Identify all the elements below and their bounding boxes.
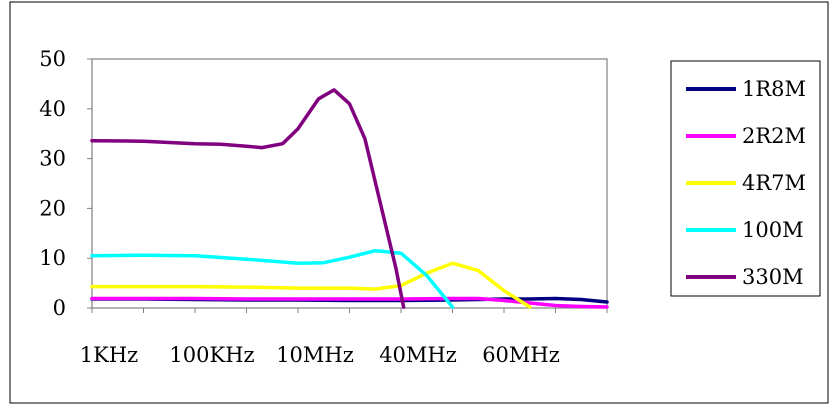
series-layer [90,88,609,309]
legend-box [670,60,821,297]
y-tick-label: 30 [39,147,66,171]
y-tick-label: 40 [39,97,66,121]
legend-label-330m: 330M [742,265,804,289]
legend-label-100m: 100M [742,218,804,242]
y-tick-label: 10 [39,246,66,270]
x-tick-label: 60MHz [482,343,560,367]
y-tick-label: 20 [39,196,66,220]
plot-area [91,58,608,309]
x-tick-label: 40MHz [379,343,457,367]
legend-label-4r7m: 4R7M [742,171,806,195]
y-tick-label: 50 [39,47,66,71]
series-line-330m [90,88,406,309]
axes: 0 10 20 30 40 50 1KHz 100KHz 10MHz 40MHz 60MHz [39,47,608,367]
series-line-100m [90,248,455,309]
series-line-4r7m [90,261,532,309]
legend-label-2r2m: 2R2M [742,124,806,148]
legend-label-1r8m: 1R8M [742,77,806,101]
x-tick-label: 10MHz [276,343,354,367]
series-line-2r2m [90,296,609,309]
legend: 1R8M 2R2M 4R7M 100M 330M [686,77,806,289]
x-tick-label: 100KHz [169,343,254,367]
x-tick-label: 1KHz [80,343,138,367]
y-tick-label: 0 [53,296,66,320]
